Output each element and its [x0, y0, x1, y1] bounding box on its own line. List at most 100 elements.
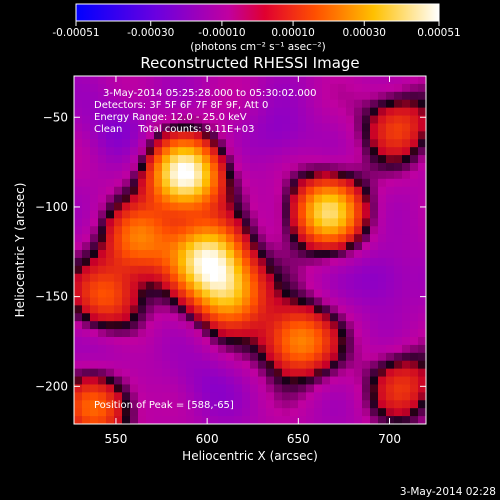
heatmap-cell: [114, 186, 123, 196]
heatmap-cell: [298, 337, 307, 346]
heatmap-cell: [362, 202, 371, 211]
heatmap-cell: [290, 337, 299, 346]
heatmap-cell: [306, 226, 315, 235]
heatmap-cell: [98, 313, 107, 322]
heatmap-cell: [162, 376, 171, 385]
heatmap-cell: [74, 147, 83, 156]
info-line-detectors: Detectors: 3F 5F 6F 7F 8F 9F, Att 0: [94, 100, 268, 111]
footer-timestamp: 3-May-2014 02:28: [400, 486, 496, 498]
heatmap-cell: [242, 170, 251, 180]
heatmap-cell: [202, 76, 211, 85]
heatmap-cell: [418, 344, 427, 354]
heatmap-cell: [314, 408, 323, 417]
heatmap-cell: [362, 392, 371, 401]
heatmap-cell: [130, 305, 139, 314]
heatmap-cell: [82, 234, 91, 243]
heatmap-cell: [226, 155, 235, 164]
heatmap-cell: [90, 416, 99, 425]
heatmap-cell: [378, 115, 387, 124]
heatmap-cell: [210, 123, 219, 132]
heatmap-cell: [74, 194, 83, 204]
heatmap-cell: [338, 155, 347, 164]
heatmap-cell: [186, 273, 195, 283]
heatmap-cell: [418, 76, 427, 85]
heatmap-cell: [362, 76, 371, 85]
heatmap-cell: [306, 305, 315, 314]
heatmap-cell: [314, 226, 323, 235]
heatmap-cell: [186, 99, 195, 109]
heatmap-cell: [274, 337, 283, 346]
heatmap-cell: [130, 107, 139, 117]
heatmap-cell: [250, 194, 259, 204]
heatmap-cell: [338, 360, 347, 370]
heatmap-cell: [194, 155, 203, 164]
heatmap-cell: [266, 392, 275, 401]
heatmap-cell: [282, 163, 291, 172]
heatmap-cell: [394, 186, 403, 196]
heatmap-cell: [394, 250, 403, 259]
heatmap-cell: [314, 234, 323, 243]
heatmap-cell: [226, 289, 235, 298]
heatmap-cell: [274, 305, 283, 314]
heatmap-cell: [202, 178, 211, 188]
heatmap-cell: [354, 147, 363, 156]
heatmap-cell: [306, 123, 315, 132]
heatmap-cell: [386, 321, 395, 330]
heatmap-cell: [178, 297, 187, 306]
heatmap-cell: [210, 408, 219, 417]
heatmap-cell: [346, 337, 355, 346]
heatmap-cell: [218, 186, 227, 196]
heatmap-cell: [218, 76, 227, 85]
heatmap-cell: [82, 107, 91, 117]
heatmap-cell: [226, 91, 235, 101]
heatmap-cell: [194, 305, 203, 314]
heatmap-cell: [306, 83, 315, 93]
heatmap-cell: [146, 344, 155, 354]
heatmap-cell: [170, 368, 179, 378]
heatmap-cell: [146, 408, 155, 417]
info-line-time: 3-May-2014 05:25:28.000 to 05:30:02.000: [103, 88, 316, 99]
heatmap-cell: [386, 202, 395, 211]
heatmap-cell: [274, 210, 283, 219]
heatmap-cell: [82, 226, 91, 235]
heatmap-cell: [394, 384, 403, 393]
heatmap-cell: [354, 368, 363, 378]
heatmap-cell: [354, 384, 363, 393]
heatmap-cell: [346, 99, 355, 109]
heatmap-cell: [354, 392, 363, 401]
heatmap-cell: [282, 376, 291, 385]
heatmap-cell: [234, 360, 243, 370]
heatmap-cell: [98, 115, 107, 124]
heatmap-cell: [378, 91, 387, 101]
heatmap-cell: [378, 194, 387, 204]
heatmap-cell: [418, 91, 427, 101]
heatmap-cell: [250, 218, 259, 227]
heatmap-cell: [394, 178, 403, 188]
heatmap-cell: [162, 91, 171, 101]
heatmap-cell: [186, 163, 195, 172]
heatmap-cell: [226, 76, 235, 85]
heatmap-cell: [98, 281, 107, 291]
heatmap-cell: [194, 123, 203, 132]
heatmap-cell: [282, 313, 291, 322]
heatmap-cell: [322, 257, 331, 267]
heatmap-cell: [90, 234, 99, 243]
heatmap-cell: [194, 139, 203, 148]
heatmap-cell: [106, 83, 115, 93]
heatmap-cell: [394, 265, 403, 275]
heatmap-cell: [210, 210, 219, 219]
heatmap-cell: [346, 368, 355, 378]
heatmap-cell: [258, 210, 267, 219]
heatmap-cell: [378, 392, 387, 401]
heatmap-cell: [98, 91, 107, 101]
heatmap-cell: [386, 352, 395, 362]
heatmap-cell: [210, 115, 219, 124]
heatmap-cell: [418, 337, 427, 346]
heatmap-cell: [354, 107, 363, 117]
heatmap-cell: [306, 400, 315, 409]
heatmap-cell: [282, 384, 291, 393]
heatmap-cell: [178, 170, 187, 180]
heatmap-cell: [178, 83, 187, 93]
heatmap-cell: [266, 194, 275, 204]
heatmap-cell: [154, 250, 163, 259]
